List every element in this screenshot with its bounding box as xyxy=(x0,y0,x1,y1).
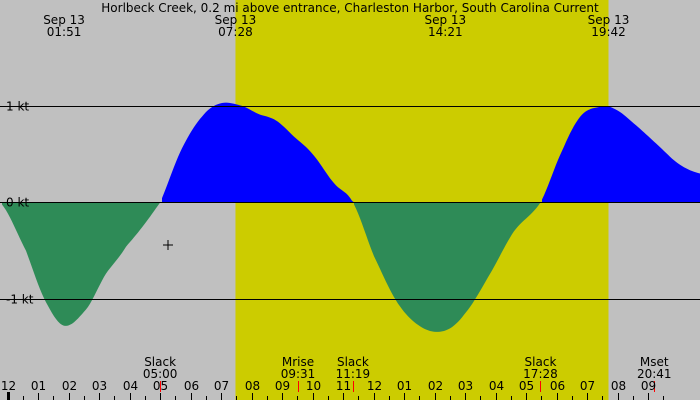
hour-tick-label: 01 xyxy=(397,379,412,393)
event-name-label: Slack xyxy=(337,355,369,369)
ebb-current-area-1 xyxy=(2,202,162,326)
header-time-label: 01:51 xyxy=(47,25,82,39)
hour-tick-label: 08 xyxy=(611,379,626,393)
flood-current-area-2 xyxy=(162,102,354,203)
hour-axis: 1112010203040506070809101112010203040506… xyxy=(1,379,664,400)
hour-tick-label: 04 xyxy=(123,379,138,393)
header-time-label: 14:21 xyxy=(428,25,463,39)
event-name-label: Slack xyxy=(144,355,176,369)
event-name-label: Slack xyxy=(525,355,557,369)
hour-tick-label: 05 xyxy=(519,379,534,393)
hour-tick-label: 03 xyxy=(92,379,107,393)
event-time-label: 09:31 xyxy=(281,367,316,381)
hour-tick-label: 02 xyxy=(62,379,77,393)
hour-tick-label: 12 xyxy=(1,379,16,393)
flood-current-area-4 xyxy=(542,106,700,203)
header-date-label: Sep 13 xyxy=(215,13,257,27)
hour-tick-label: 07 xyxy=(580,379,595,393)
event-time-label: 17:28 xyxy=(523,367,558,381)
hour-tick-label: 11 xyxy=(336,379,351,393)
header-time-label: 19:42 xyxy=(591,25,626,39)
event-time-label: 20:41 xyxy=(637,367,672,381)
hour-tick-label: 06 xyxy=(550,379,565,393)
header-date-label: Sep 13 xyxy=(424,13,466,27)
hour-tick-label: 10 xyxy=(306,379,321,393)
hour-tick-label: 04 xyxy=(489,379,504,393)
hour-tick-label: 09 xyxy=(641,379,656,393)
chart-title: Horlbeck Creek, 0.2 mi above entrance, C… xyxy=(101,1,599,15)
crosshair-cursor-icon xyxy=(163,240,173,250)
hour-tick-label: 01 xyxy=(31,379,46,393)
header-date-label: Sep 13 xyxy=(43,13,85,27)
y-tick-label: 0 kt xyxy=(6,196,29,210)
event-time-label: 05:00 xyxy=(143,367,178,381)
y-tick-label: -1 kt xyxy=(6,293,34,307)
hour-tick-label: 03 xyxy=(458,379,473,393)
y-tick-label-layer: 1 kt 0 kt -1 kt xyxy=(6,100,34,307)
event-time-label: 11:19 xyxy=(336,367,371,381)
hour-tick-label: 07 xyxy=(214,379,229,393)
event-name-label: Mrise xyxy=(282,355,314,369)
event-labels: ack45Slack05:00Mrise09:31Slack11:19Slack… xyxy=(143,355,672,392)
gridline-layer xyxy=(0,106,700,300)
hour-tick-label: 06 xyxy=(184,379,199,393)
header-date-label: Sep 13 xyxy=(588,13,630,27)
hour-tick-label: 02 xyxy=(428,379,443,393)
y-tick-label: 1 kt xyxy=(6,100,29,114)
hour-tick-label: 05 xyxy=(153,379,168,393)
event-name-label: Mset xyxy=(640,355,669,369)
header-time-label: 07:28 xyxy=(218,25,253,39)
hour-tick-label: 12 xyxy=(367,379,382,393)
hour-tick-label: 08 xyxy=(245,379,260,393)
hour-tick-label: 09 xyxy=(275,379,290,393)
